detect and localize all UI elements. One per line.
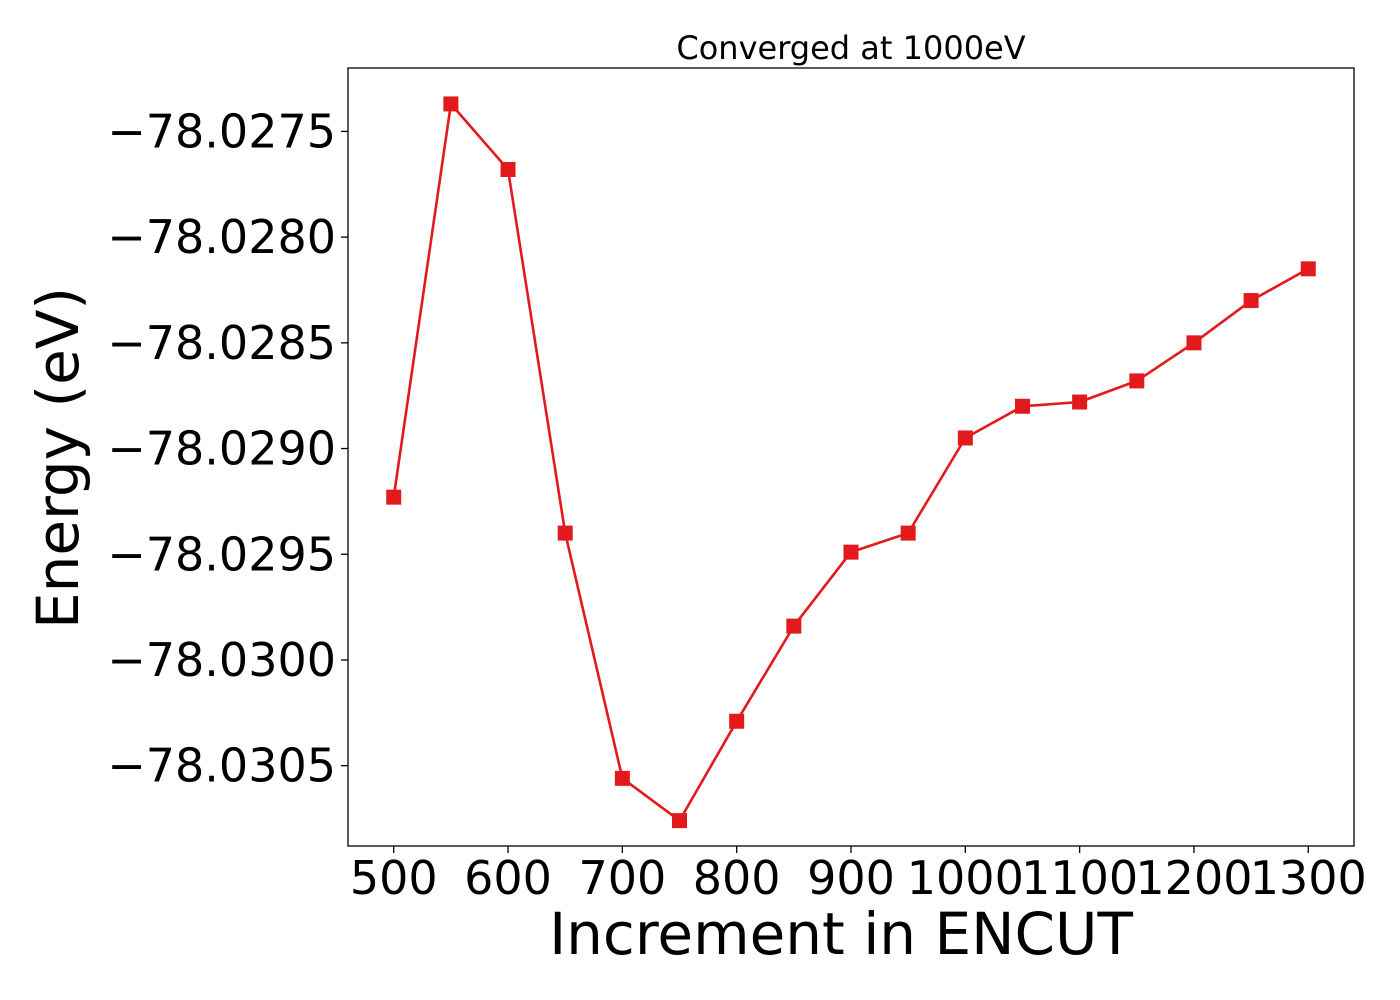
data-point-marker	[1243, 293, 1259, 309]
data-point-marker	[957, 430, 973, 446]
data-point-marker	[1014, 398, 1030, 414]
series-line	[392, 102, 1309, 822]
data-point-marker	[786, 618, 802, 634]
data-point-marker	[900, 525, 916, 541]
x-tick-label: 700	[578, 851, 666, 905]
y-tick-label: −78.0300	[107, 633, 336, 687]
x-tick-label: 500	[350, 851, 438, 905]
data-point-marker	[614, 770, 630, 786]
data-point-marker	[672, 813, 688, 829]
data-point-marker	[500, 161, 516, 177]
y-tick-label: −78.0305	[107, 739, 336, 793]
series-layer	[386, 96, 1316, 829]
data-point-marker	[729, 713, 745, 729]
y-tick-label: −78.0290	[107, 422, 336, 476]
data-point-marker	[843, 544, 859, 560]
x-tick-label: 1100	[1021, 851, 1138, 905]
x-tick-label: 1200	[1135, 851, 1252, 905]
x-tick-label: 600	[464, 851, 552, 905]
plot-area-frame	[347, 67, 1355, 847]
chart-title: Converged at 1000eV	[676, 29, 1025, 67]
y-tick-label: −78.0280	[107, 210, 336, 264]
data-point-marker	[1300, 261, 1316, 277]
y-tick-label: −78.0275	[107, 104, 336, 158]
data-point-marker	[1072, 394, 1088, 410]
data-point-marker	[386, 489, 402, 505]
data-point-marker	[1129, 373, 1145, 389]
x-tick-label: 1300	[1250, 851, 1367, 905]
y-axis-label: Energy (eV)	[24, 287, 92, 629]
data-point-marker	[557, 525, 573, 541]
data-point-marker	[443, 96, 459, 112]
x-axis-label: Increment in ENCUT	[549, 900, 1133, 968]
y-tick-label: −78.0285	[107, 316, 336, 370]
x-tick-label: 800	[693, 851, 781, 905]
x-tick-label: 900	[807, 851, 895, 905]
y-axis: −78.0275 −78.0280 −78.0285 −78.0290 −78.0295…	[107, 104, 348, 793]
x-tick-label: 1000	[907, 851, 1024, 905]
data-point-marker	[1186, 335, 1202, 351]
y-tick-label: −78.0295	[107, 527, 336, 581]
